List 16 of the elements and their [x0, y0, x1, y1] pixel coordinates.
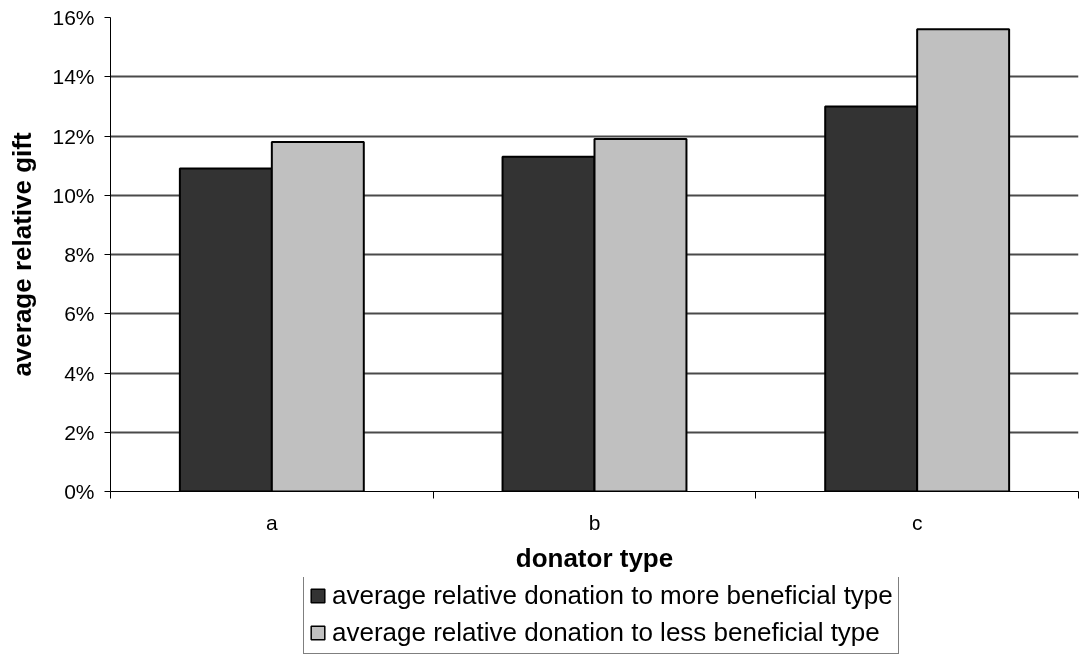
- x-axis-title: donator type: [515, 542, 674, 573]
- y-tick-label: 6%: [64, 302, 95, 326]
- x-tick-label: b: [588, 510, 601, 534]
- y-tick-label: 8%: [64, 243, 95, 266]
- x-tick-label: a: [265, 510, 278, 534]
- legend-label: average relative donation to more beneficial type: [332, 580, 893, 611]
- y-tick-label: 0%: [64, 480, 95, 503]
- y-tick-label: 2%: [64, 420, 95, 444]
- legend-label: average relative donation to less beneficial type: [332, 617, 880, 648]
- y-axis-title: average relative gift: [7, 132, 38, 377]
- y-tick-label: 16%: [52, 6, 95, 29]
- y-tick-label: 12%: [52, 124, 95, 148]
- x-tick-label: c: [911, 510, 923, 534]
- y-tick-label: 10%: [52, 183, 95, 207]
- y-tick-label: 4%: [64, 361, 95, 385]
- y-tick-label: 14%: [52, 65, 95, 89]
